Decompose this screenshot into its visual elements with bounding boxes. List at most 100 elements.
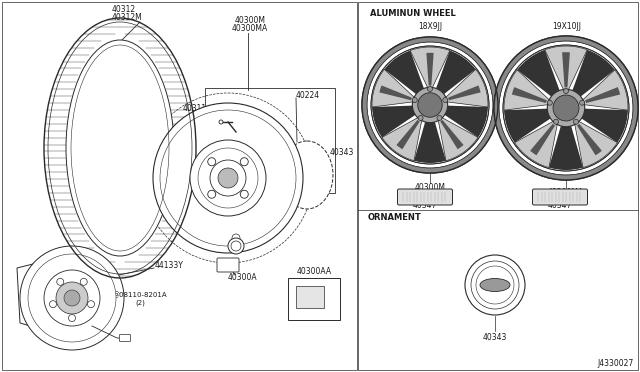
Polygon shape [577, 124, 602, 155]
Text: NISSAN: NISSAN [410, 194, 440, 200]
Polygon shape [530, 124, 555, 155]
Circle shape [88, 301, 95, 308]
Polygon shape [384, 51, 424, 94]
Circle shape [208, 158, 216, 166]
Text: NISSAN: NISSAN [545, 194, 575, 200]
Polygon shape [440, 120, 463, 149]
Polygon shape [446, 69, 488, 107]
Text: (2): (2) [135, 300, 145, 306]
Polygon shape [448, 86, 481, 100]
Polygon shape [396, 120, 420, 149]
Circle shape [44, 270, 100, 326]
Circle shape [494, 36, 638, 180]
Circle shape [553, 95, 579, 121]
Polygon shape [504, 109, 550, 143]
Circle shape [362, 37, 498, 173]
Circle shape [231, 241, 241, 251]
Polygon shape [575, 122, 618, 168]
FancyBboxPatch shape [397, 189, 452, 205]
Text: 40300M: 40300M [234, 16, 266, 25]
Polygon shape [372, 106, 415, 137]
Polygon shape [582, 109, 628, 143]
Circle shape [49, 301, 56, 308]
Text: 40224: 40224 [296, 90, 320, 99]
FancyBboxPatch shape [217, 258, 239, 272]
Text: ORNAMENT: ORNAMENT [368, 212, 422, 221]
Circle shape [228, 238, 244, 254]
Polygon shape [517, 50, 559, 96]
Circle shape [504, 46, 628, 170]
Text: 40347: 40347 [413, 201, 437, 209]
Polygon shape [583, 70, 628, 110]
Circle shape [547, 100, 552, 105]
Text: J4330027: J4330027 [598, 359, 634, 369]
Circle shape [28, 254, 116, 342]
Text: 40300MA: 40300MA [232, 23, 268, 32]
Circle shape [219, 120, 223, 124]
Polygon shape [572, 50, 615, 96]
Polygon shape [545, 46, 588, 89]
Polygon shape [494, 36, 638, 180]
Text: 40300A: 40300A [227, 273, 257, 282]
Bar [205, 88, 335, 193]
Polygon shape [585, 87, 620, 103]
Polygon shape [438, 118, 478, 161]
Circle shape [465, 255, 525, 315]
Polygon shape [562, 52, 570, 87]
Text: ALUMINUN WHEEL: ALUMINUN WHEEL [370, 9, 456, 17]
Circle shape [443, 97, 448, 103]
Polygon shape [380, 86, 412, 100]
Circle shape [547, 89, 585, 127]
Text: 40343: 40343 [330, 148, 355, 157]
Polygon shape [382, 118, 422, 161]
Circle shape [563, 89, 568, 93]
Circle shape [232, 234, 240, 242]
Circle shape [240, 190, 248, 198]
Circle shape [20, 246, 124, 350]
Text: 44133Y: 44133Y [155, 260, 184, 269]
Circle shape [210, 160, 246, 196]
Text: @08110-8201A: @08110-8201A [113, 292, 167, 298]
Polygon shape [436, 51, 476, 94]
Text: 40312: 40312 [112, 4, 136, 13]
Circle shape [153, 103, 303, 253]
Bar [296, 286, 324, 308]
Circle shape [240, 158, 248, 166]
Polygon shape [512, 87, 547, 103]
Ellipse shape [281, 141, 333, 209]
Text: 40311: 40311 [183, 103, 207, 112]
Polygon shape [17, 260, 67, 338]
Circle shape [57, 278, 64, 285]
Circle shape [412, 87, 448, 123]
Text: 40300M: 40300M [415, 183, 445, 192]
Polygon shape [414, 122, 446, 163]
Polygon shape [362, 37, 498, 173]
Bar [288, 278, 340, 320]
FancyBboxPatch shape [532, 189, 588, 205]
Circle shape [56, 282, 88, 314]
Text: 19X10JJ: 19X10JJ [552, 22, 582, 31]
Text: 40300MA: 40300MA [548, 187, 584, 196]
Text: 40347: 40347 [548, 201, 572, 209]
Ellipse shape [44, 18, 196, 278]
Circle shape [573, 119, 579, 124]
Circle shape [68, 314, 76, 321]
Bar [2, 2, 357, 370]
Ellipse shape [66, 40, 174, 256]
Text: 18X9JJ: 18X9JJ [418, 22, 442, 31]
Circle shape [218, 168, 238, 188]
Polygon shape [410, 47, 450, 87]
Circle shape [372, 47, 488, 163]
Circle shape [437, 115, 442, 121]
Circle shape [412, 97, 417, 103]
Circle shape [160, 110, 296, 246]
Polygon shape [426, 53, 434, 86]
Circle shape [580, 100, 585, 105]
Circle shape [190, 140, 266, 216]
Text: 40300AA: 40300AA [296, 266, 332, 276]
Polygon shape [372, 69, 414, 107]
Text: 40343: 40343 [483, 333, 507, 341]
Polygon shape [504, 70, 549, 110]
Text: NISSAN: NISSAN [483, 282, 507, 288]
Text: 40312M: 40312M [112, 13, 143, 22]
